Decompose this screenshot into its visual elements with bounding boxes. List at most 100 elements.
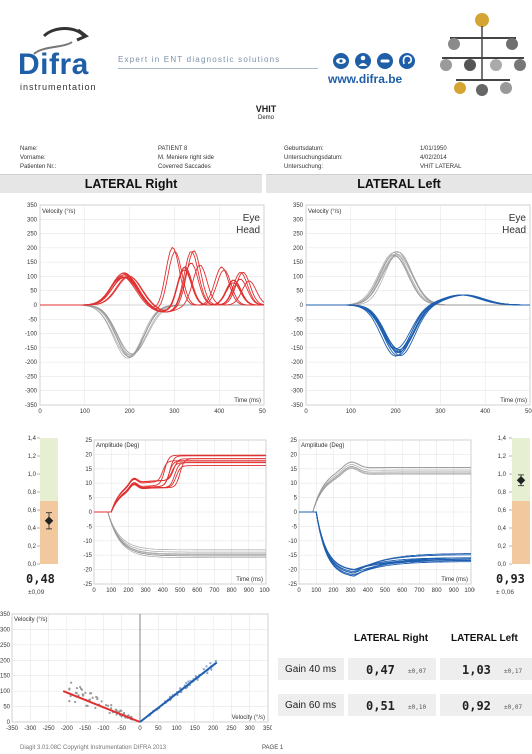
y-tick-label: 150 [0,674,11,680]
x-tick-label: 800 [432,588,443,594]
header-icons [332,52,422,75]
head-trace [299,464,471,513]
head-trace [299,468,471,513]
x-tick-label: 500 [175,588,186,594]
y-tick-label: 200 [27,246,38,252]
x-tick-label: 600 [397,588,408,594]
y-tick-label: -50 [294,317,303,323]
balance-sculpture-graphic [432,10,527,107]
y-tick-label: 10 [290,481,297,487]
x-axis-label: Time (ms) [234,398,261,404]
y-tick-label: -150 [291,346,304,352]
footer-page: PAGE 1 [262,745,284,751]
x-tick-label: 400 [480,409,491,413]
right-sample-point [96,696,99,700]
y-tick-label: 350 [293,203,304,209]
y-axis-label: Velocity (°/s) [308,209,341,215]
y-tick-label: -15 [83,553,92,559]
x-tick-label: 300 [245,726,256,732]
eye-trace [299,511,472,574]
gain-tick-label: 0,0 [498,562,507,568]
gain-row-40-label: Gain 40 ms [285,664,337,675]
report-title: VHIT [255,104,277,114]
x-tick-label: 150 [190,726,201,732]
left-sample-point [205,665,208,668]
x-tick-label: -50 [117,726,126,732]
x-axis-label: Velocity (°/s) [232,715,265,721]
right-sample-point [104,704,108,707]
gain-table-header-left: LATERAL Left [451,633,518,644]
section-lateral-left: LATERAL Left [266,174,532,193]
legend-head: Head [502,225,526,236]
y-tick-label: 10 [85,481,92,487]
left-regression-line [139,661,218,723]
right-sample-point [77,694,80,697]
gain-tick-label: 0,4 [498,526,507,532]
y-tick-label: -50 [28,317,37,323]
x-tick-label: 300 [169,409,180,413]
gain-tick-label: 1,4 [28,436,37,442]
x-tick-label: 700 [414,588,425,594]
x-tick-label: 300 [141,588,152,594]
y-axis-label: Amplitude (Deg) [301,443,344,449]
difra-logo: Difra instrumentation [14,18,114,94]
y-tick-label: 250 [27,232,38,238]
left-sample-point [206,672,209,675]
eye-icon [333,53,349,69]
gain-tick-label: 1,0 [498,472,507,478]
y-tick-label: 20 [85,452,92,458]
right-sample-point [127,714,130,717]
x-tick-label: -350 [6,726,19,732]
right-sample-point [70,681,73,684]
x-tick-label: 500 [259,409,266,413]
y-tick-label: 150 [27,260,38,266]
gain-tick-label: 0,2 [28,544,37,550]
right-sample-point [74,700,77,704]
gain-table-header-right: LATERAL Right [354,633,429,644]
y-tick-label: 0 [89,510,93,516]
x-tick-label: 100 [80,409,91,413]
right-sample-point [110,704,113,707]
right-sample-point [75,686,79,690]
legend-eye: Eye [243,213,261,224]
patient-number-label: Patienten Nr.: [20,164,57,170]
left-sample-point [178,687,182,690]
y-tick-label: 250 [293,232,304,238]
gain-sd-left: ± 0,06 [496,589,515,596]
y-tick-label: 100 [293,274,304,280]
right-sample-point [100,700,103,703]
right-sample-point [117,710,121,713]
y-tick-label: -200 [25,360,38,366]
right-sample-point [94,706,97,710]
left-sample-point [194,674,197,678]
y-tick-label: 350 [27,203,38,209]
x-tick-label: 200 [123,588,134,594]
website[interactable]: www.difra.be [328,72,403,86]
x-tick-label: -150 [79,726,92,732]
eye-trace [299,511,472,576]
abnormal-range-zone [512,501,530,564]
gain-tick-label: 0,4 [28,526,37,532]
brand-subtitle: instrumentation [20,82,97,92]
y-tick-label: 300 [0,627,11,633]
x-tick-label: 0 [92,588,96,594]
x-tick-label: 0 [38,409,42,413]
y-tick-label: -5 [87,524,93,530]
left-sample-point [187,680,190,683]
head-trace [299,467,471,513]
y-tick-label: -15 [288,553,297,559]
y-tick-label: 25 [85,438,92,444]
brand-name: Difra [18,48,89,81]
x-tick-label: 100 [346,409,357,413]
y-tick-label: 150 [293,260,304,266]
x-axis-label: Time (ms) [441,577,468,583]
gain-row-60-right: 0,51 [366,699,395,713]
gain-row-40-left: 1,03 [462,663,491,677]
right-sample-point [115,713,118,716]
y-tick-label: 5 [89,496,93,502]
y-tick-label: -250 [25,374,38,380]
right-sample-point [84,691,87,694]
gain-bar-right: 1,4 1,2 1,0 0,8 0,6 0,4 0,2 0,0 [28,436,58,568]
y-tick-label: -350 [291,403,304,409]
